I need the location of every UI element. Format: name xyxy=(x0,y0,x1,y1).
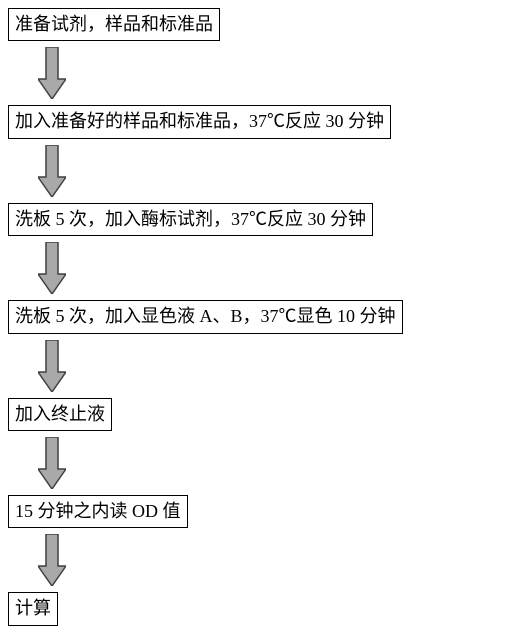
step-label: 洗板 5 次，加入显色液 A、B，37℃显色 10 分钟 xyxy=(15,306,396,326)
step-label: 准备试剂，样品和标准品 xyxy=(15,14,213,34)
arrow xyxy=(38,431,66,495)
arrow xyxy=(38,528,66,592)
arrow-down-icon xyxy=(38,340,66,392)
arrow xyxy=(38,41,66,105)
step-box: 洗板 5 次，加入酶标试剂，37℃反应 30 分钟 xyxy=(8,203,373,236)
step-label: 洗板 5 次，加入酶标试剂，37℃反应 30 分钟 xyxy=(15,209,366,229)
arrow xyxy=(38,139,66,203)
step-label: 15 分钟之内读 OD 值 xyxy=(15,501,181,521)
step-box: 洗板 5 次，加入显色液 A、B，37℃显色 10 分钟 xyxy=(8,300,403,333)
step-label: 加入终止液 xyxy=(15,404,105,424)
step-box: 15 分钟之内读 OD 值 xyxy=(8,495,188,528)
flowchart: 准备试剂，样品和标准品 加入准备好的样品和标准品，37℃反应 30 分钟 洗板 … xyxy=(8,8,504,626)
step-box: 加入准备好的样品和标准品，37℃反应 30 分钟 xyxy=(8,105,391,138)
arrow-down-icon xyxy=(38,437,66,489)
arrow-down-icon xyxy=(38,145,66,197)
step-label: 加入准备好的样品和标准品，37℃反应 30 分钟 xyxy=(15,111,384,131)
arrow xyxy=(38,236,66,300)
step-box: 准备试剂，样品和标准品 xyxy=(8,8,220,41)
arrow xyxy=(38,334,66,398)
step-label: 计算 xyxy=(15,598,51,618)
step-box: 加入终止液 xyxy=(8,398,112,431)
step-box: 计算 xyxy=(8,592,58,625)
arrow-down-icon xyxy=(38,534,66,586)
arrow-down-icon xyxy=(38,242,66,294)
arrow-down-icon xyxy=(38,47,66,99)
